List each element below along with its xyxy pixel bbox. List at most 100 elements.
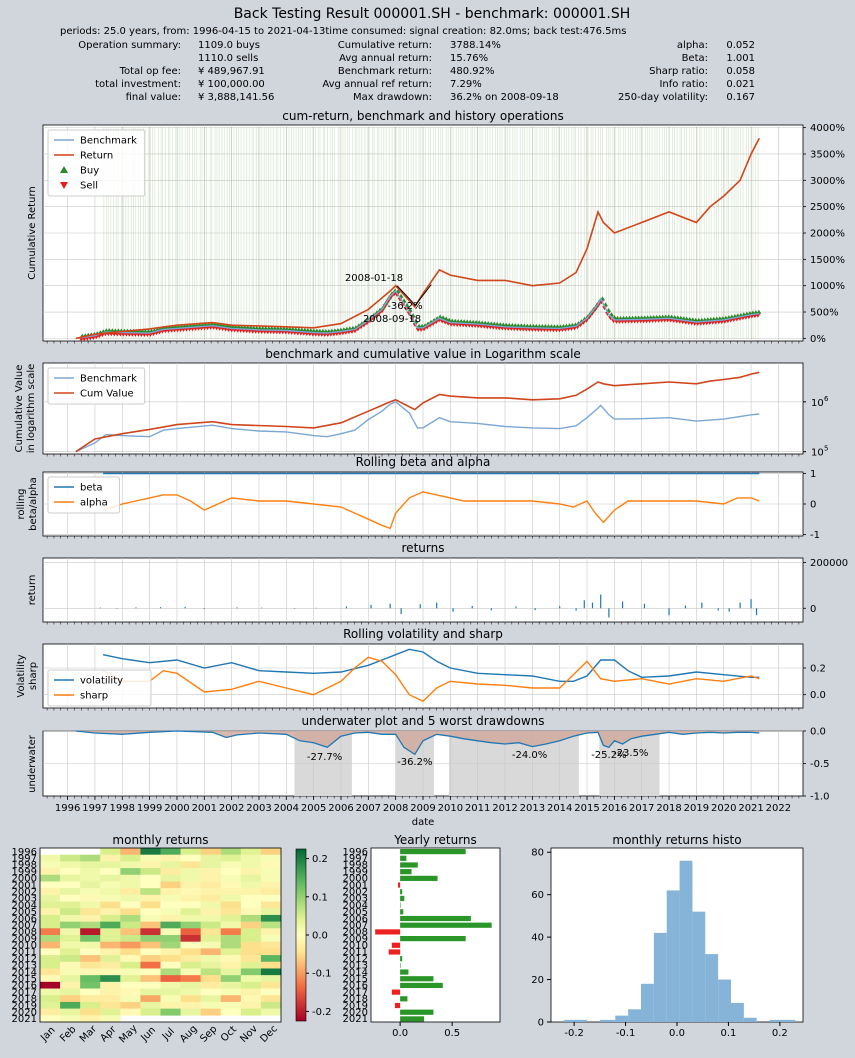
- chart-title: benchmark and cumulative value in Logari…: [265, 347, 581, 361]
- y-tick-label: -1.0: [810, 792, 830, 803]
- histogram-bar: [653, 932, 667, 1022]
- heatmap-cell: [240, 854, 262, 862]
- row-label: 2011: [12, 947, 37, 958]
- heatmap-cell: [200, 948, 222, 956]
- heatmap-cell: [200, 861, 222, 869]
- heatmap-cell: [140, 921, 161, 929]
- sell-marker: [565, 327, 571, 332]
- heatmap-cell: [200, 894, 222, 902]
- heatmap-cell: [80, 914, 101, 922]
- axis-label: in logarithm scale: [26, 364, 37, 454]
- benchmark-line: [75, 289, 760, 340]
- heatmap-cell: [40, 1015, 61, 1023]
- row-label: 2003: [343, 894, 368, 905]
- heatmap-cell: [200, 868, 222, 876]
- row-label: 2000: [12, 874, 37, 885]
- histogram-bar: [769, 1019, 783, 1022]
- row-label: 2013: [12, 961, 37, 972]
- heatmap-cell: [80, 948, 101, 956]
- histogram-bar: [705, 954, 719, 1022]
- buy-marker: [675, 315, 681, 320]
- heatmap-cell: [200, 975, 222, 983]
- y-tick-label: 20: [531, 975, 544, 986]
- row-label: 2012: [343, 954, 368, 965]
- histogram-bar: [615, 1015, 629, 1022]
- heatmap-cell: [140, 874, 161, 882]
- row-label: 2006: [343, 914, 368, 925]
- heatmap-cell: [60, 975, 81, 983]
- y-tick-label: 1000%: [810, 281, 845, 292]
- heatmap-cell: [80, 854, 101, 862]
- x-tick-label: 0.0: [392, 1028, 408, 1039]
- heatmap-cell: [40, 1001, 61, 1009]
- summary-value: 1110.0 sells: [198, 53, 258, 64]
- summary-value: 15.76%: [450, 53, 488, 64]
- yearly-bar: [400, 922, 492, 928]
- y-tick-label: 500%: [810, 308, 839, 319]
- histogram-panel: [550, 847, 804, 1023]
- sell-marker: [562, 327, 568, 332]
- heatmap-cell: [260, 868, 282, 876]
- heatmap-cell: [80, 928, 101, 936]
- heatmap-cell: [100, 874, 121, 882]
- chart-title: Yearly returns: [393, 833, 477, 847]
- summary-label: Sharp ratio:: [649, 66, 708, 77]
- heatmap-cell: [40, 1008, 61, 1016]
- column-label: May: [117, 1023, 139, 1045]
- heatmap-cell: [140, 975, 161, 983]
- yearly-bar: [400, 869, 412, 875]
- y-tick-exponent: 5: [824, 445, 828, 453]
- heatmap-cell: [180, 968, 201, 976]
- monthly-heatmap-panel: [39, 847, 282, 1023]
- buy-marker: [482, 320, 488, 325]
- heatmap-cell: [220, 848, 242, 855]
- sell-marker: [325, 333, 331, 338]
- x-tick-label: 2018: [656, 803, 681, 814]
- summary-value: 480.92%: [450, 66, 495, 77]
- heatmap-cell: [60, 1015, 81, 1023]
- heatmap-cell: [140, 914, 161, 922]
- heatmap-cell: [260, 921, 282, 929]
- histogram-bar: [692, 911, 706, 1022]
- heatmap-cell: [100, 861, 121, 869]
- axis-label: sharp: [28, 662, 39, 690]
- sell-marker: [196, 326, 202, 331]
- heatmap-cell: [40, 874, 61, 882]
- heatmap-cell: [160, 848, 181, 855]
- summary-value: 1.001: [726, 53, 755, 64]
- x-tick-label: 2000: [164, 803, 189, 814]
- heatmap-cell: [60, 955, 81, 963]
- buy-marker: [218, 322, 224, 327]
- yearly-bar: [398, 882, 401, 888]
- heatmap-cell: [100, 995, 121, 1003]
- summary-label: total investment:: [95, 79, 181, 90]
- heatmap-cell: [260, 988, 282, 996]
- colorbar-label: 0.2: [312, 854, 328, 865]
- heatmap-cell: [60, 861, 81, 869]
- heatmap-cell: [220, 928, 242, 936]
- colorbar: [295, 848, 307, 1022]
- sell-marker: [193, 326, 199, 331]
- heatmap-cell: [140, 988, 161, 996]
- heatmap-cell: [160, 868, 181, 876]
- heatmap-cell: [240, 935, 262, 942]
- heatmap-cell: [60, 894, 81, 902]
- x-tick-label: 2022: [766, 803, 791, 814]
- heatmap-cell: [60, 881, 81, 889]
- heatmap-cell: [200, 848, 222, 855]
- heatmap-cell: [80, 874, 101, 882]
- heatmap-cell: [240, 868, 262, 876]
- yearly-bar: [400, 875, 438, 881]
- legend-label: Sell: [80, 181, 98, 192]
- row-label: 2021: [343, 1014, 368, 1025]
- sell-marker: [331, 332, 337, 337]
- row-label: 2017: [343, 987, 368, 998]
- heatmap-cell: [180, 881, 201, 889]
- x-tick-label: 1998: [110, 803, 135, 814]
- sell-marker: [87, 336, 93, 341]
- buy-marker: [302, 327, 308, 332]
- heatmap-cell: [160, 988, 181, 996]
- sell-marker: [731, 317, 737, 322]
- row-label: 1997: [12, 854, 37, 865]
